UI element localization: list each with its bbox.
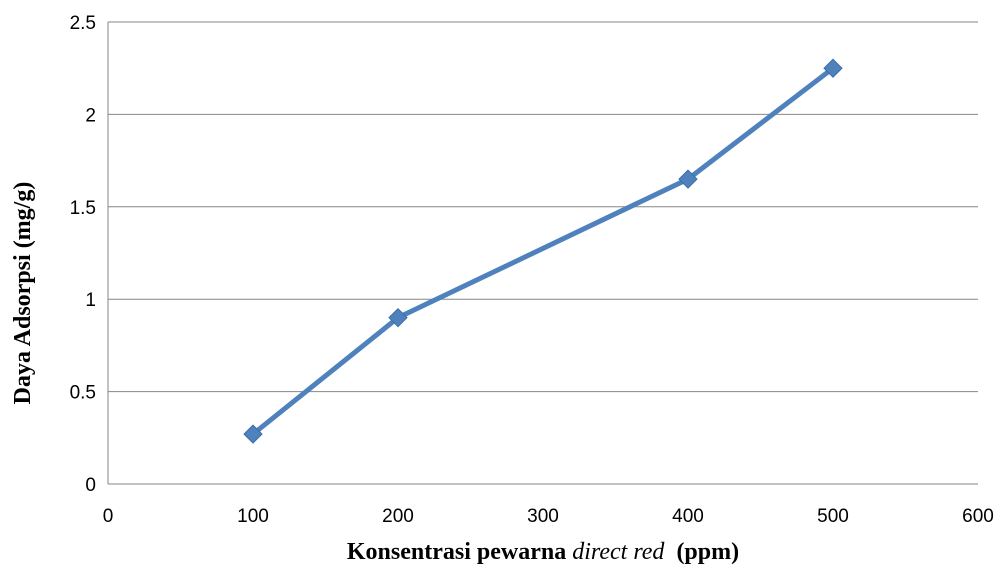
y-axis-title: Daya Adsorpsi (mg/g) (10, 182, 36, 405)
x-axis-title-part: Konsentrasi pewarna (347, 539, 572, 565)
y-tick-label: 0 (85, 475, 96, 496)
y-tick-label: 2 (85, 105, 96, 126)
y-tick-label: 0.5 (70, 383, 96, 404)
x-axis-title-part: (ppm) (664, 539, 739, 565)
data-point-marker (678, 169, 698, 189)
y-tick-label: 1 (85, 290, 96, 311)
x-tick-label: 300 (527, 506, 559, 527)
x-tick-label: 0 (103, 506, 114, 527)
data-point-marker (243, 424, 263, 444)
series-line (250, 65, 836, 437)
y-tick-label: 1.5 (70, 198, 96, 219)
series-layer (243, 58, 843, 444)
x-tick-label: 500 (817, 506, 849, 527)
x-tick-label: 100 (237, 506, 269, 527)
gridlines (108, 21, 978, 393)
x-tick-label: 200 (382, 506, 414, 527)
x-axis-title: Konsentrasi pewarna direct red (ppm) (347, 539, 739, 565)
tick-labels: 0 0.5 1 1.5 2 2.5 0 100 200 300 400 500 600 (70, 13, 994, 527)
x-tick-label: 400 (672, 506, 704, 527)
axes (107, 22, 978, 485)
x-axis-title-part: direct red (572, 539, 665, 565)
data-point-marker (388, 307, 408, 328)
data-point-marker (823, 58, 843, 78)
y-tick-label: 2.5 (70, 13, 96, 34)
x-tick-label: 600 (962, 506, 994, 527)
